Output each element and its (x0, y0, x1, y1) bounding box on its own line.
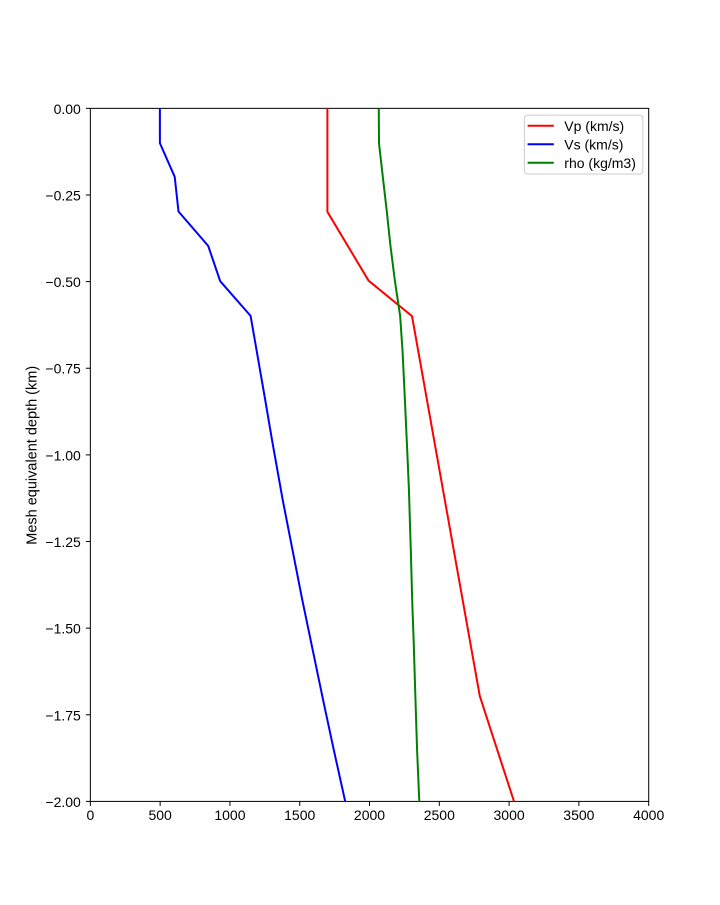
svg-text:−2.00: −2.00 (45, 794, 81, 810)
svg-text:0.00: 0.00 (54, 101, 81, 117)
svg-text:−0.25: −0.25 (45, 187, 81, 203)
svg-text:2500: 2500 (424, 807, 455, 823)
svg-text:Vs (km/s): Vs (km/s) (564, 136, 623, 152)
svg-text:4000: 4000 (633, 807, 664, 823)
svg-text:0: 0 (86, 807, 94, 823)
svg-text:−1.00: −1.00 (45, 447, 81, 463)
svg-text:3500: 3500 (563, 807, 594, 823)
svg-text:−1.50: −1.50 (45, 621, 81, 637)
svg-text:rho (kg/m3): rho (kg/m3) (564, 155, 636, 171)
svg-text:−1.25: −1.25 (45, 534, 81, 550)
svg-text:−0.50: −0.50 (45, 274, 81, 290)
svg-text:1500: 1500 (284, 807, 315, 823)
svg-text:−1.75: −1.75 (45, 707, 81, 723)
svg-text:1000: 1000 (214, 807, 245, 823)
svg-text:500: 500 (148, 807, 172, 823)
svg-text:Vp (km/s): Vp (km/s) (564, 118, 624, 134)
svg-text:2000: 2000 (354, 807, 385, 823)
svg-text:3000: 3000 (494, 807, 525, 823)
svg-text:Mesh equivalent depth (km): Mesh equivalent depth (km) (25, 366, 41, 545)
svg-text:−0.75: −0.75 (45, 361, 81, 377)
